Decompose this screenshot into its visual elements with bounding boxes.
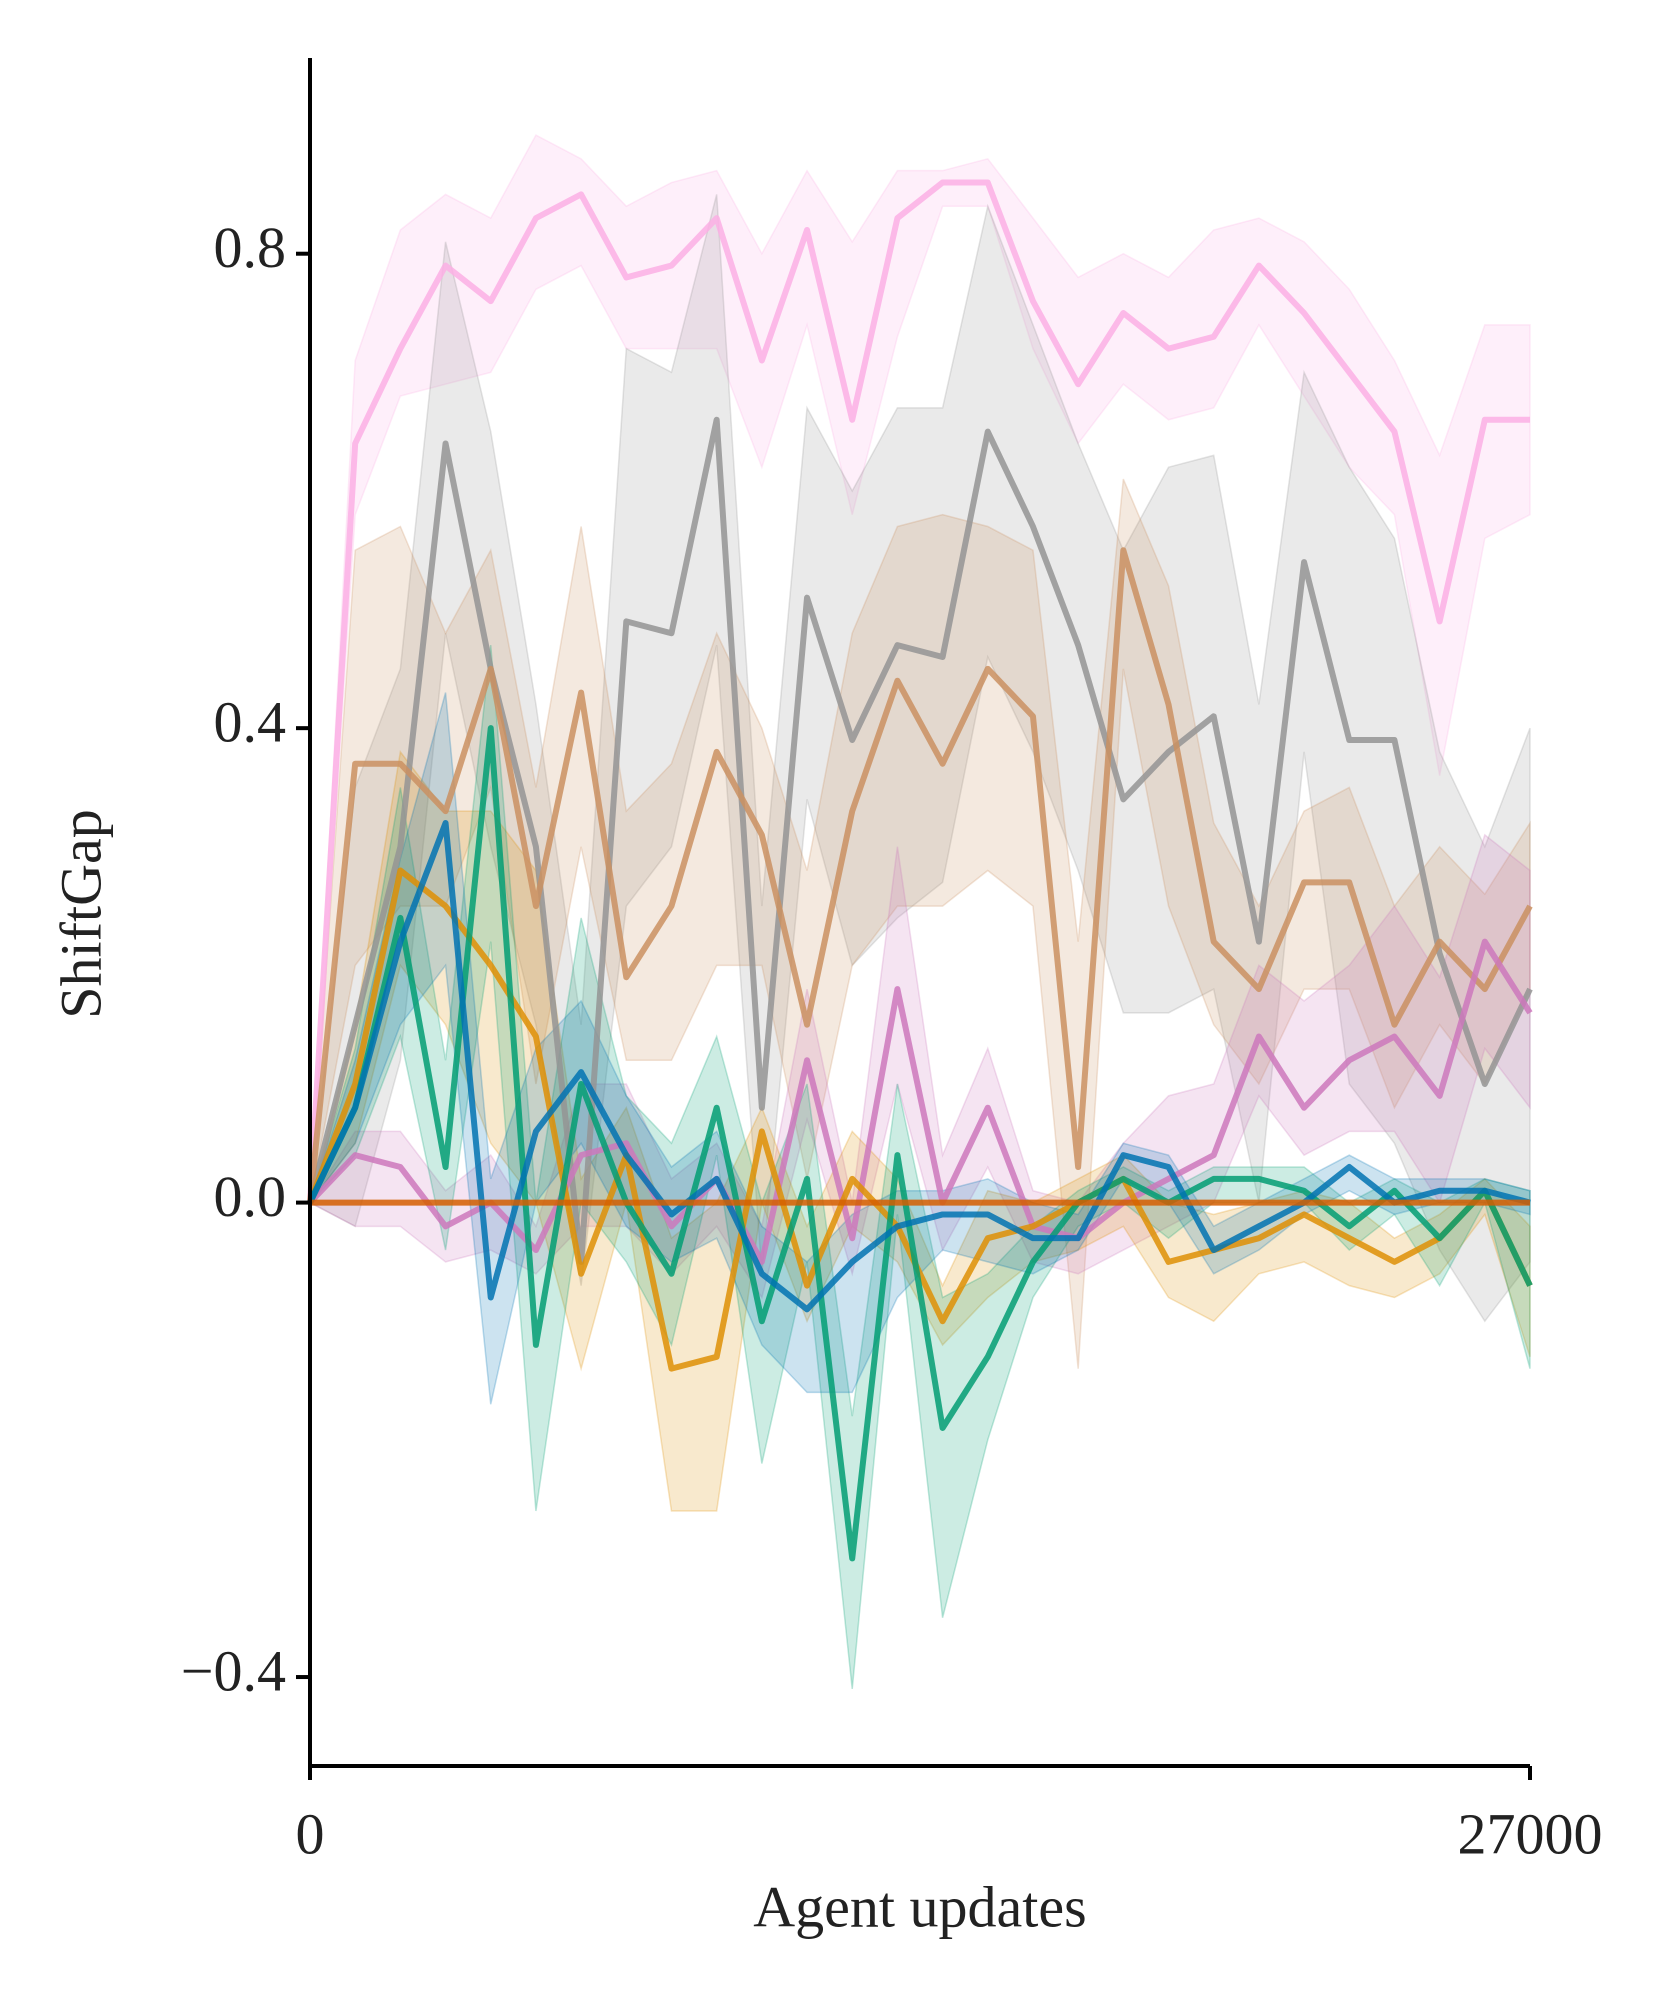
series-line	[307, 725, 1533, 1562]
series-line	[307, 938, 1533, 1265]
y-tick-label: 0.0	[214, 1164, 287, 1229]
series-line	[307, 820, 1531, 1313]
y-tick-label: −0.4	[181, 1638, 286, 1703]
y-tick-label: 0.4	[214, 689, 287, 754]
x-tick-label: 0	[296, 1801, 325, 1866]
x-tick-label: 27000	[1458, 1801, 1603, 1866]
series-line	[307, 416, 1533, 1265]
y-axis-label: ShiftGap	[48, 809, 113, 1018]
y-tick-label: 0.8	[214, 215, 287, 280]
series-line	[307, 547, 1533, 1203]
series-line	[307, 179, 1530, 1203]
x-axis-label: Agent updates	[753, 1874, 1086, 1939]
